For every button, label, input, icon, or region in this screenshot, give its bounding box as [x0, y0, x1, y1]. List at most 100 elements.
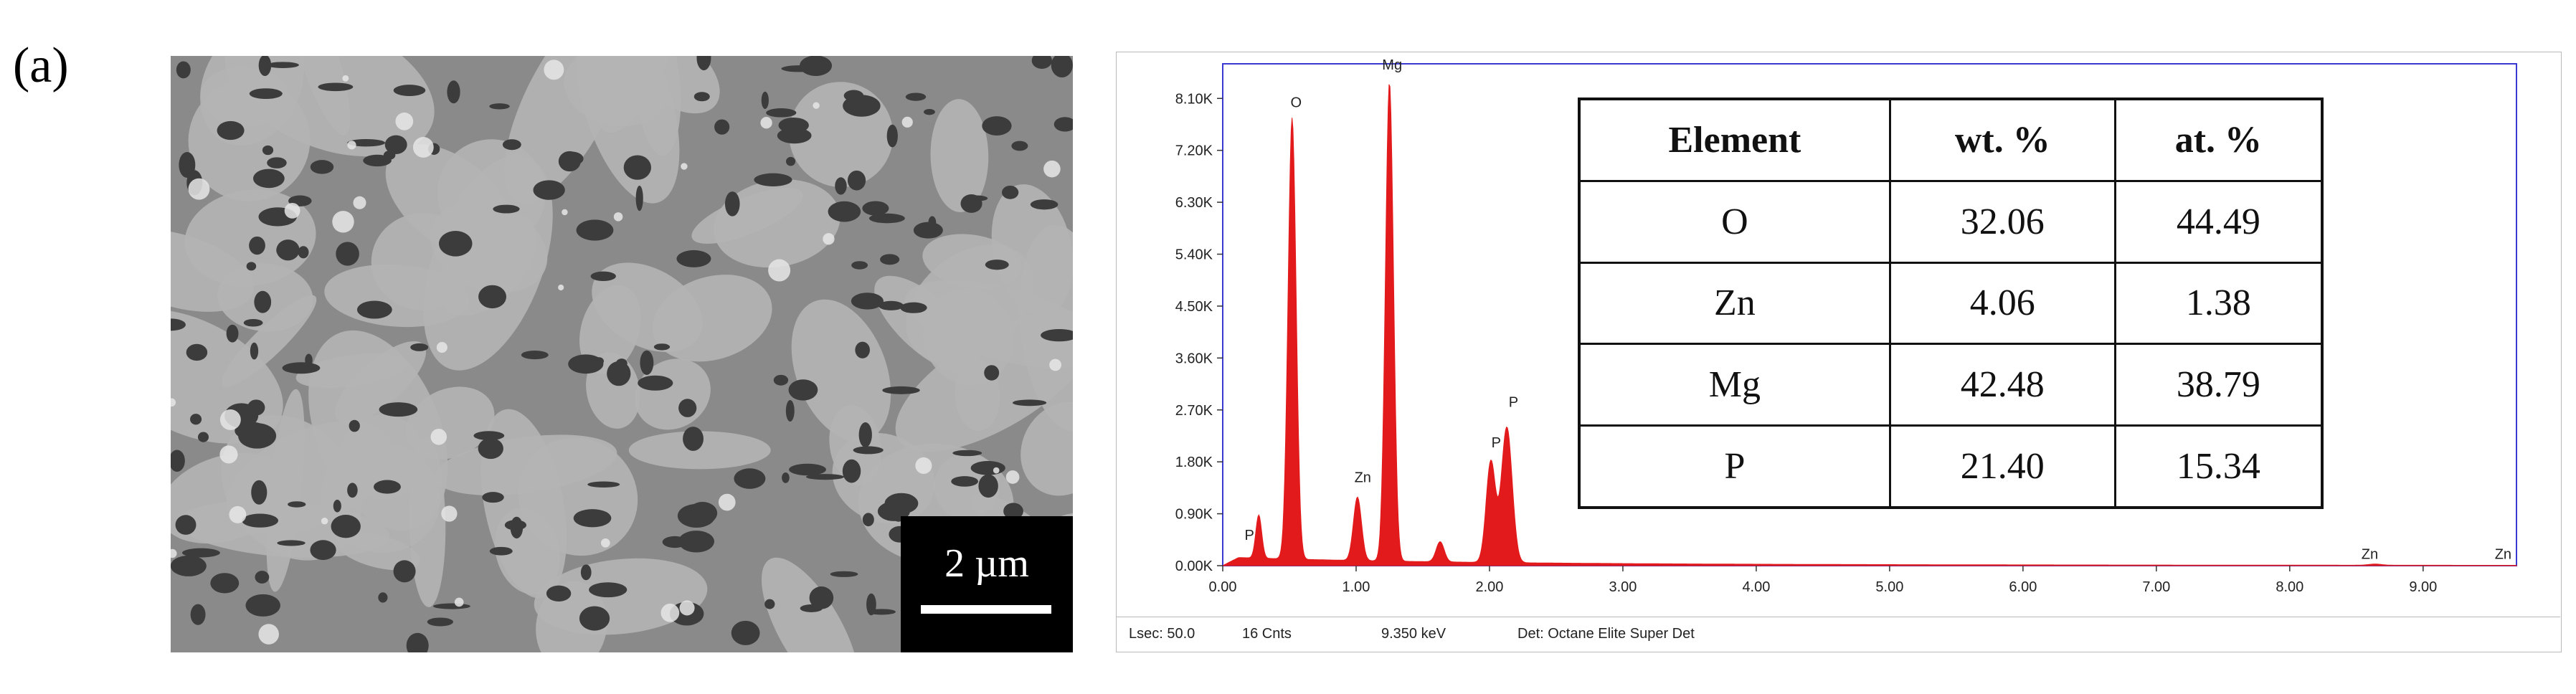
- sem-pore: [868, 213, 905, 224]
- sem-pore: [243, 318, 263, 327]
- sem-particle: [412, 137, 434, 158]
- x-tick-label: 0.00: [1209, 579, 1237, 595]
- sem-pore: [982, 116, 1012, 136]
- peak-label: Zn: [2362, 546, 2378, 562]
- sem-pore: [913, 222, 943, 239]
- sem-grain: [922, 234, 1022, 289]
- spectrum-series: [1222, 84, 2517, 566]
- y-tick-label: 5.40K: [1175, 247, 1213, 263]
- sem-pore: [688, 502, 718, 525]
- sem-particle: [395, 112, 414, 130]
- sem-pore: [951, 476, 978, 487]
- table-cell: P: [1578, 424, 1891, 509]
- peak-label: Zn: [1355, 470, 1371, 485]
- x-tick-label: 7.00: [2142, 579, 2170, 595]
- sem-pore: [473, 431, 505, 441]
- sem-pore: [478, 285, 506, 309]
- sem-pore: [197, 432, 209, 442]
- sem-grain: [188, 79, 311, 201]
- sem-pore: [568, 354, 604, 374]
- sem-pore: [363, 154, 392, 167]
- sem-grain: [406, 386, 495, 460]
- sem-pore: [693, 92, 710, 102]
- sem-pore: [607, 361, 631, 386]
- sem-pore: [984, 365, 1000, 381]
- y-tick-label: 8.10K: [1175, 91, 1213, 107]
- table-cell: Zn: [1578, 261, 1891, 346]
- y-tick-label: 0.00K: [1175, 558, 1213, 574]
- sem-particle: [229, 505, 247, 523]
- peak-label: Mg: [1382, 57, 1402, 73]
- sem-grain: [691, 187, 803, 244]
- sem-particle: [219, 445, 238, 464]
- sem-grain: [599, 56, 671, 133]
- sem-pore: [960, 194, 982, 213]
- sem-particle: [436, 342, 448, 353]
- sem-grain: [628, 431, 771, 470]
- sem-particle: [915, 457, 932, 475]
- panel-label: (a): [13, 38, 69, 93]
- sem-pore: [952, 450, 982, 457]
- sem-pore: [374, 480, 401, 494]
- table-row: O 32.06 44.49: [1578, 179, 2324, 264]
- sem-particle: [454, 597, 464, 607]
- sem-pore: [393, 85, 426, 96]
- sem-pore: [502, 139, 521, 151]
- sem-pore: [393, 560, 416, 583]
- x-tick-label: 3.00: [1609, 579, 1637, 595]
- sem-particle: [562, 209, 568, 216]
- sem-pore: [433, 603, 470, 609]
- sem-particle: [993, 467, 1000, 474]
- sem-particle: [219, 409, 241, 430]
- sem-particle: [544, 60, 564, 80]
- table-row: Zn 4.06 1.38: [1578, 261, 2324, 346]
- sem-pore: [678, 531, 714, 553]
- sem-particle: [321, 518, 328, 525]
- status-cnts: 16 Cnts: [1242, 626, 1292, 642]
- table-cell: 42.48: [1888, 343, 2116, 427]
- sem-particle: [171, 548, 177, 558]
- sem-pore: [190, 604, 206, 625]
- sem-pore: [379, 402, 418, 417]
- sem-particle: [347, 141, 356, 150]
- sem-pore: [782, 472, 790, 483]
- sem-particle: [1049, 358, 1061, 371]
- y-tick-label: 0.90K: [1175, 507, 1213, 523]
- sem-pore: [276, 239, 300, 261]
- sem-pore: [251, 480, 267, 505]
- sem-pore: [282, 362, 321, 374]
- sem-pore: [789, 463, 826, 476]
- sem-pore: [179, 152, 196, 178]
- sem-pore: [828, 201, 861, 222]
- status-detector: Det: Octane Elite Super Det: [1517, 626, 1695, 642]
- sem-pore: [478, 438, 503, 460]
- sem-pore: [347, 139, 386, 147]
- sem-pore: [985, 260, 1009, 270]
- sem-pore: [773, 374, 789, 386]
- sem-particle: [823, 233, 835, 245]
- sem-pore: [255, 571, 270, 584]
- peak-label: P: [1245, 528, 1254, 543]
- sem-pore: [310, 540, 336, 561]
- sem-pore: [855, 341, 870, 358]
- sem-pore: [785, 399, 795, 422]
- sem-pore: [785, 156, 796, 166]
- sem-pore: [1053, 117, 1073, 132]
- sem-pore: [1051, 56, 1073, 77]
- sem-grain: [579, 285, 641, 374]
- sem-pore: [493, 204, 520, 214]
- peak-label: O: [1291, 95, 1302, 110]
- sem-pore: [347, 483, 358, 498]
- sem-pore: [788, 379, 818, 401]
- sem-pore: [336, 242, 359, 266]
- sem-pore: [384, 135, 407, 155]
- sem-pore: [880, 254, 900, 265]
- sem-pore: [175, 515, 196, 535]
- sem-pore: [830, 571, 858, 577]
- sem-pore: [533, 180, 565, 200]
- table-cell: Mg: [1578, 343, 1891, 427]
- table-cell: 1.38: [2113, 261, 2324, 346]
- x-tick-label: 8.00: [2276, 579, 2303, 595]
- sem-pore: [489, 103, 510, 110]
- sem-pore: [978, 474, 998, 498]
